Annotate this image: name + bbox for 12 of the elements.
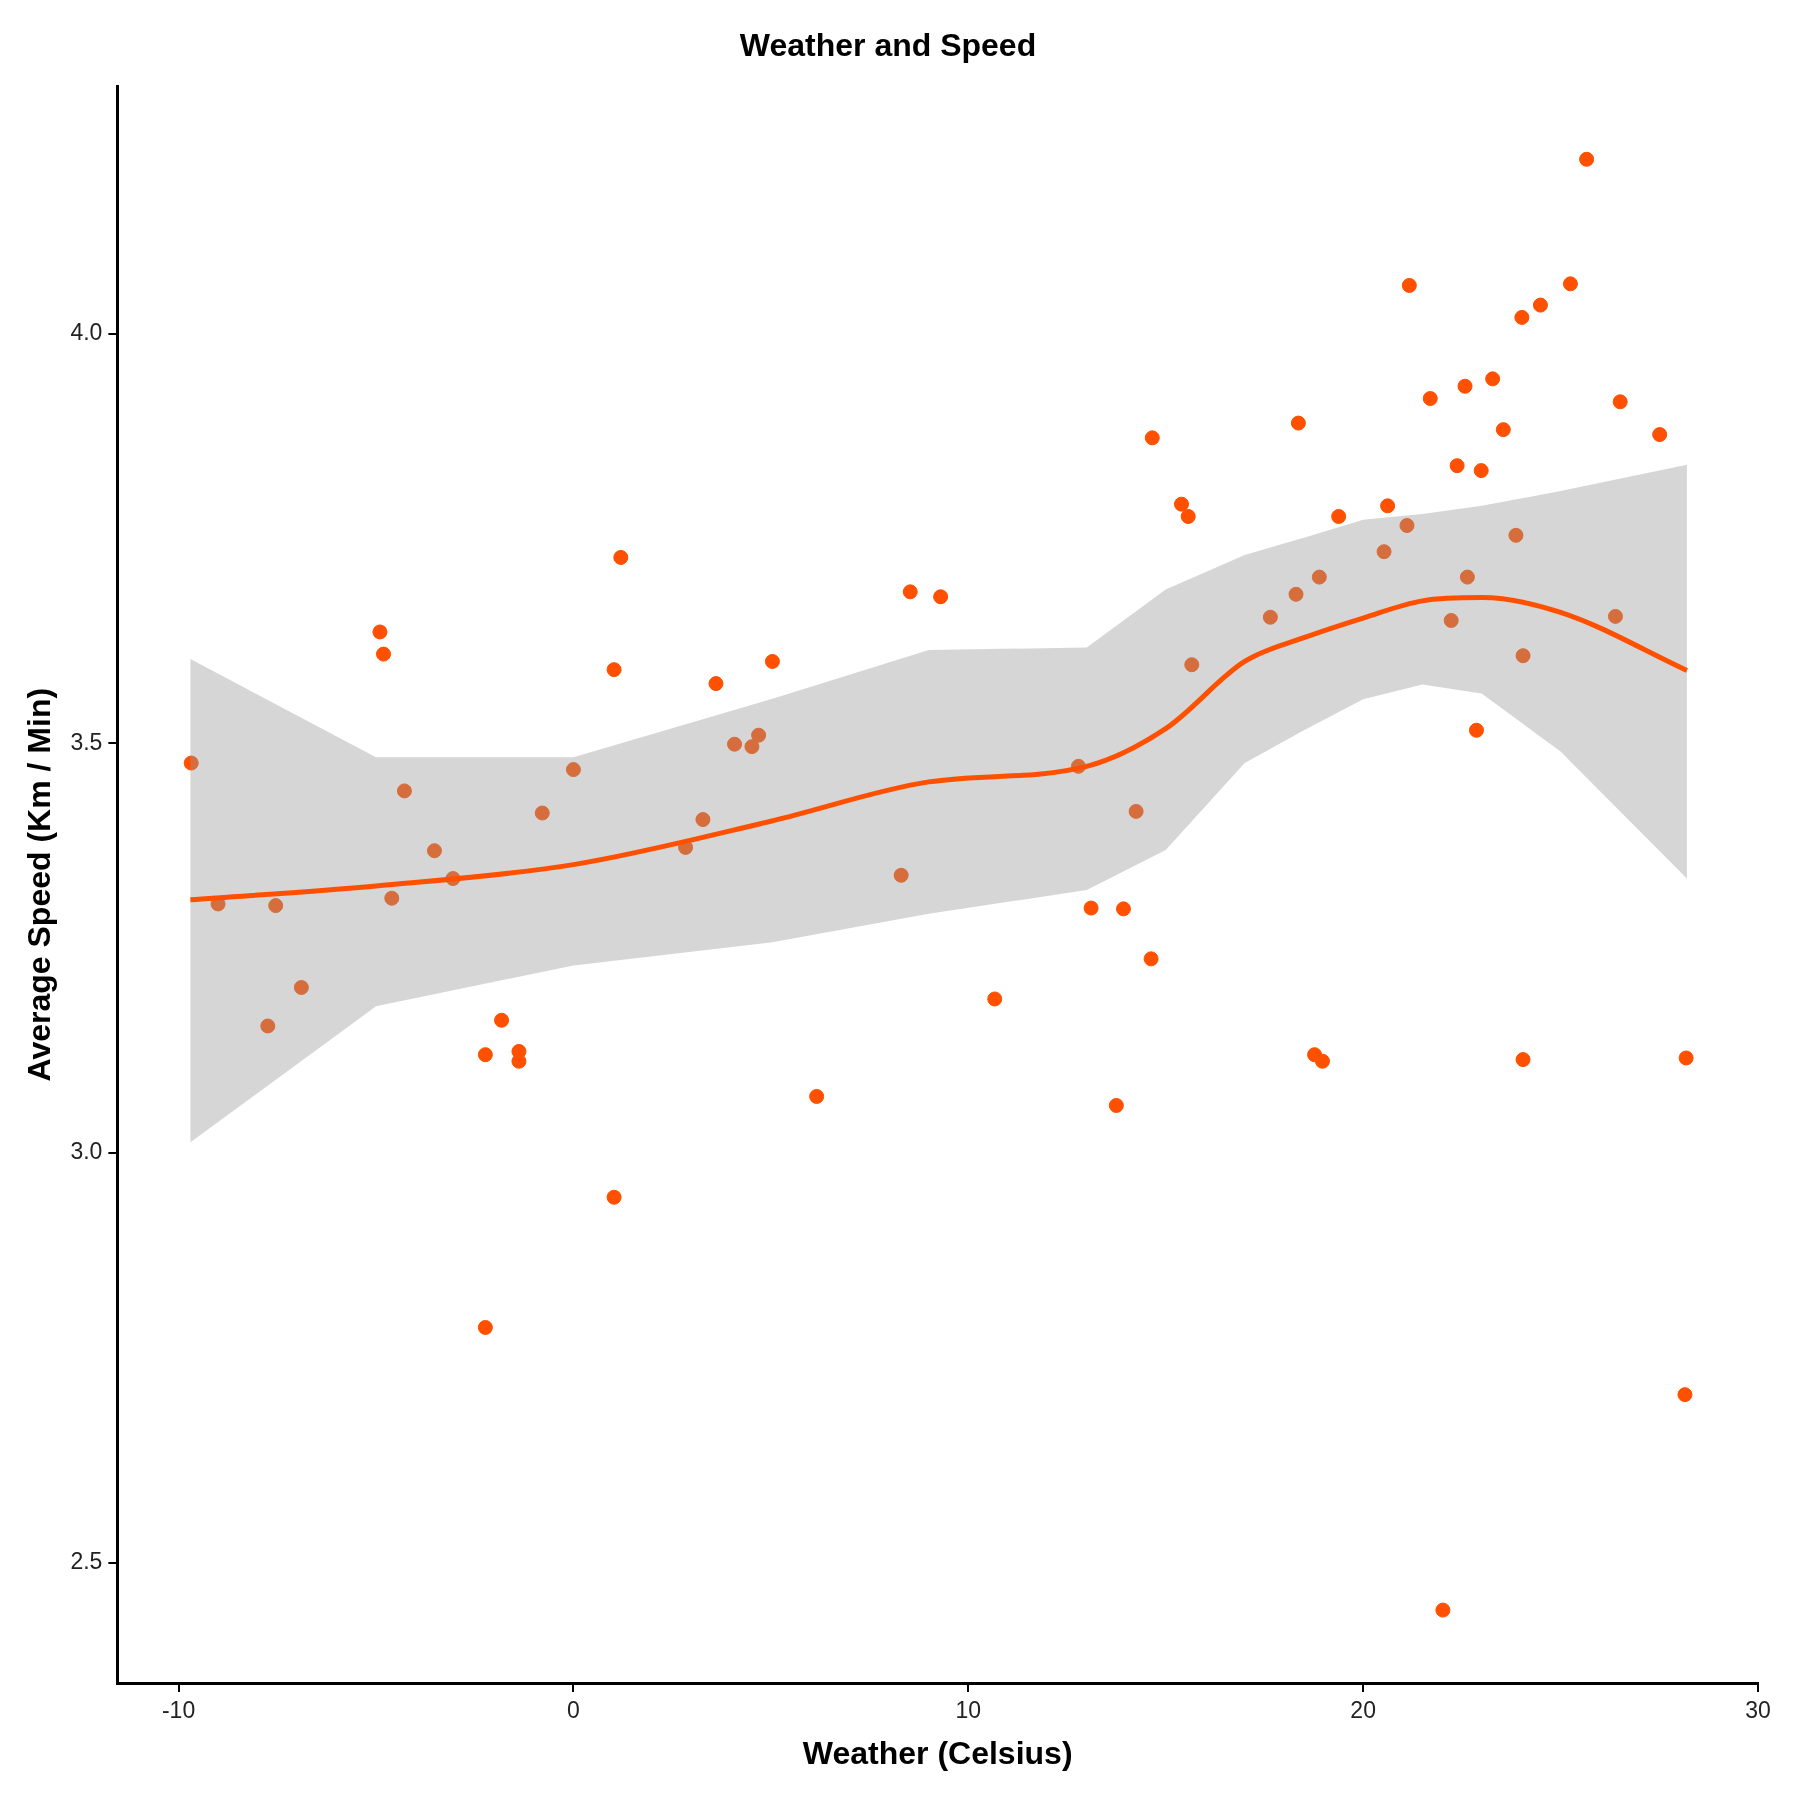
y-tick-label: 3.5 <box>70 728 103 755</box>
y-axis-title: Average Speed (Km / Min) <box>21 687 58 1082</box>
chart-title: Weather and Speed <box>739 27 1037 64</box>
x-tick-label: 20 <box>1350 1697 1376 1724</box>
x-axis-title: Weather (Celsius) <box>802 1734 1073 1771</box>
x-tick-label: 10 <box>955 1697 982 1724</box>
y-tick-label: 4.0 <box>70 319 103 346</box>
x-tick-label: 30 <box>1745 1697 1771 1724</box>
x-tick-label: -10 <box>161 1697 196 1724</box>
x-tick-label: 0 <box>567 1697 580 1724</box>
y-tick-label: 2.5 <box>70 1547 103 1574</box>
y-tick-label: 3.0 <box>70 1138 103 1165</box>
